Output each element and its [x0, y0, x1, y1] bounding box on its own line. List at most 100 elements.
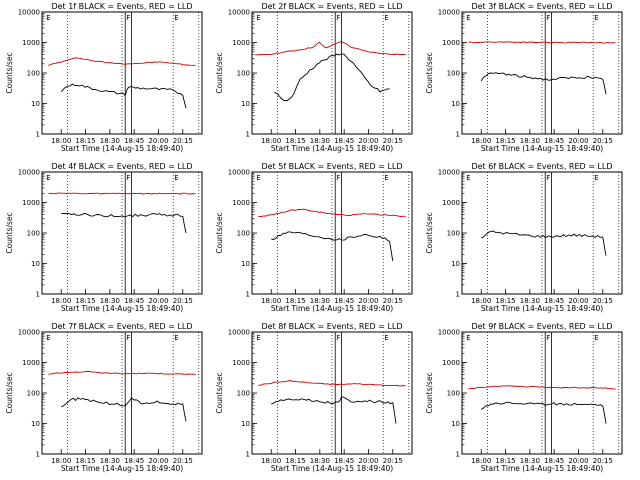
y-axis-label: Counts/sec	[215, 212, 224, 253]
x-tick-label: 18:45	[124, 457, 144, 465]
events-series-line	[480, 401, 607, 424]
plot-title: Det 6f BLACK = Events, RED = LLD	[471, 162, 612, 171]
y-tick-label: 1	[456, 451, 460, 459]
y-tick-label: 10	[241, 100, 250, 108]
marker-glyph: E	[594, 334, 598, 342]
events-series-line	[480, 72, 607, 95]
x-tick-label: 18:00	[471, 297, 491, 305]
x-tick-label: 18:45	[334, 297, 354, 305]
marker-glyph: E	[466, 14, 470, 22]
x-tick-label: 18:45	[124, 137, 144, 145]
plot-panel-4: Det 4f BLACK = Events, RED = LLD 1 10 100 10…	[5, 162, 203, 313]
x-axis-label: Start Time (14-Aug-15 18:49:40)	[61, 144, 183, 153]
marker-glyph: E	[46, 174, 50, 182]
y-tick-label: 10000	[228, 9, 250, 17]
x-tick-label: 18:30	[100, 297, 120, 305]
plot-title: Det 8f BLACK = Events, RED = LLD	[261, 322, 402, 331]
y-axis-label: Counts/sec	[425, 52, 434, 93]
y-tick-label: 10	[31, 260, 40, 268]
x-tick-label: 20:15	[593, 137, 613, 145]
x-tick-label: 18:45	[544, 297, 564, 305]
marker-glyph: F	[126, 174, 130, 182]
plot-title: Det 7f BLACK = Events, RED = LLD	[51, 322, 192, 331]
y-tick-label: 10000	[18, 329, 40, 337]
x-tick-label: 18:45	[124, 297, 144, 305]
x-tick-label: 18:15	[285, 137, 305, 145]
plot-title: Det 2f BLACK = Events, RED = LLD	[261, 2, 402, 11]
x-tick-label: 18:00	[51, 137, 71, 145]
y-tick-label: 100	[27, 230, 40, 238]
y-tick-label: 1000	[22, 199, 40, 207]
marker-glyph: E	[174, 14, 178, 22]
marker-glyph: E	[256, 14, 260, 22]
marker-glyph: E	[46, 334, 50, 342]
y-tick-label: 10000	[438, 169, 460, 177]
x-tick-label: 18:30	[100, 457, 120, 465]
x-tick-label: 20:00	[358, 137, 378, 145]
x-tick-label: 20:00	[148, 137, 168, 145]
x-axis-label: Start Time (14-Aug-15 18:49:40)	[61, 464, 183, 473]
y-tick-label: 100	[27, 390, 40, 398]
plot-panel-8: Det 8f BLACK = Events, RED = LLD 1 10 100 10…	[215, 322, 413, 473]
x-tick-label: 20:00	[568, 297, 588, 305]
x-tick-label: 18:00	[471, 137, 491, 145]
y-tick-label: 1	[456, 291, 460, 299]
marker-glyph: F	[546, 14, 550, 22]
marker-glyph: E	[594, 14, 598, 22]
plot-panel-3: Det 3f BLACK = Events, RED = LLD 1 10 100 10…	[425, 2, 623, 153]
marker-glyph: F	[546, 334, 550, 342]
x-tick-label: 18:15	[495, 137, 515, 145]
flare-interval-box	[124, 11, 132, 135]
x-tick-label: 20:00	[568, 137, 588, 145]
y-axis-label: Counts/sec	[425, 212, 434, 253]
y-tick-label: 100	[447, 230, 460, 238]
x-axis-label: Start Time (14-Aug-15 18:49:40)	[481, 464, 603, 473]
y-tick-label: 10	[31, 100, 40, 108]
x-tick-label: 18:15	[285, 297, 305, 305]
marker-glyph: E	[384, 174, 388, 182]
y-tick-label: 1	[246, 131, 250, 139]
x-tick-label: 18:15	[495, 457, 515, 465]
x-tick-label: 18:15	[285, 457, 305, 465]
lld-series-line	[258, 208, 406, 217]
flare-interval-box	[544, 11, 553, 135]
y-tick-label: 100	[27, 70, 40, 78]
x-axis-label: Start Time (14-Aug-15 18:49:40)	[481, 304, 603, 313]
lld-series-line	[258, 380, 406, 387]
y-tick-label: 100	[237, 390, 250, 398]
y-tick-label: 1000	[232, 199, 250, 207]
y-tick-label: 1000	[232, 39, 250, 47]
marker-glyph: F	[126, 334, 130, 342]
plot-title: Det 4f BLACK = Events, RED = LLD	[51, 162, 192, 171]
y-tick-label: 10000	[18, 169, 40, 177]
marker-glyph: E	[466, 174, 470, 182]
y-tick-label: 100	[447, 70, 460, 78]
y-tick-label: 1000	[232, 359, 250, 367]
events-series-line	[271, 231, 394, 262]
x-tick-label: 18:30	[520, 297, 540, 305]
flare-interval-box	[124, 331, 132, 455]
x-tick-label: 18:15	[75, 457, 95, 465]
events-series-line	[481, 230, 607, 256]
y-axis-label: Counts/sec	[5, 212, 14, 253]
plot-panel-2: Det 2f BLACK = Events, RED = LLD 1 10 100 10…	[215, 2, 413, 153]
x-tick-label: 18:15	[75, 297, 95, 305]
y-tick-label: 10	[451, 260, 460, 268]
events-series-line	[61, 397, 187, 422]
x-axis-label: Start Time (14-Aug-15 18:49:40)	[271, 144, 393, 153]
x-tick-label: 18:45	[544, 457, 564, 465]
marker-glyph: F	[546, 174, 550, 182]
flare-interval-box	[544, 331, 553, 455]
events-series-line	[274, 53, 390, 101]
x-tick-label: 18:30	[310, 297, 330, 305]
x-tick-label: 18:00	[261, 457, 281, 465]
x-axis-label: Start Time (14-Aug-15 18:49:40)	[271, 304, 393, 313]
plot-panel-5: Det 5f BLACK = Events, RED = LLD 1 10 100 10…	[215, 162, 413, 313]
x-tick-label: 18:30	[520, 457, 540, 465]
plot-title: Det 5f BLACK = Events, RED = LLD	[261, 162, 402, 171]
y-tick-label: 10000	[438, 9, 460, 17]
y-tick-label: 10	[241, 420, 250, 428]
y-tick-label: 1000	[442, 39, 460, 47]
y-tick-label: 1	[36, 131, 40, 139]
